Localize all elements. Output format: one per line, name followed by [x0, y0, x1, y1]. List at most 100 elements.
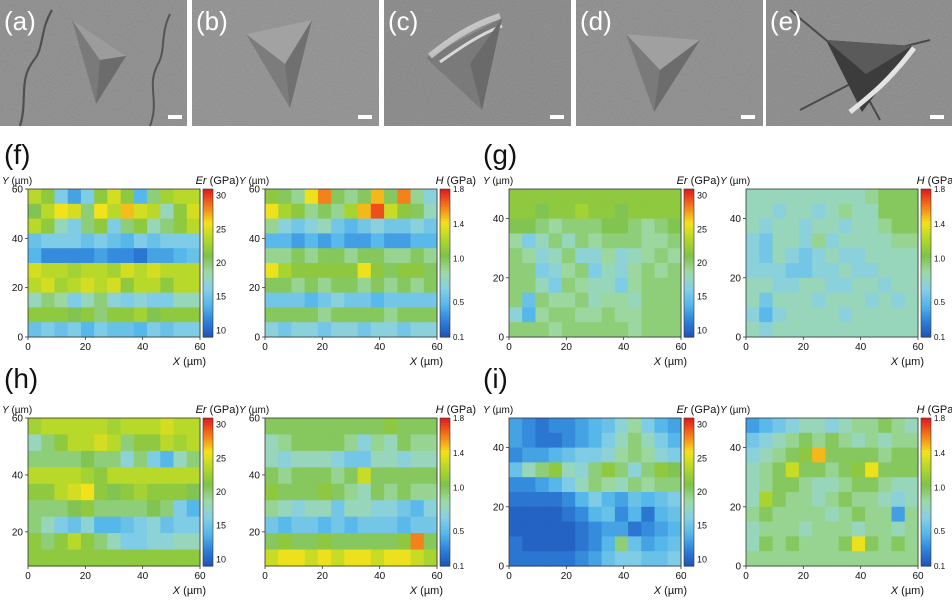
heatmap-cell [667, 322, 682, 338]
x-tick-label: 20 [561, 571, 573, 582]
colorbar-segment [921, 504, 931, 508]
heatmap-cell [667, 263, 682, 279]
colorbar-segment [203, 312, 213, 316]
heatmap-cell [80, 434, 95, 452]
colorbar-segment [684, 280, 694, 284]
x-tick-label: 20 [317, 571, 329, 582]
colorbar-segment [921, 482, 931, 486]
colorbar-segment [921, 536, 931, 540]
colorbar-segment [684, 282, 694, 286]
heatmap-cell [759, 248, 774, 264]
heatmap-cell [535, 218, 550, 234]
heatmap-cell [370, 189, 385, 205]
heatmap-cell [759, 233, 774, 249]
heatmap-cell [28, 533, 42, 551]
heatmap-cell [535, 551, 550, 567]
colorbar-segment [684, 285, 694, 289]
heatmap-cell [357, 516, 372, 534]
heatmap-cell [641, 492, 656, 508]
heatmap-cell [133, 467, 148, 485]
heatmap-cell [838, 322, 853, 338]
heatmap-cell [891, 506, 906, 523]
colorbar-frame [920, 417, 932, 567]
heatmap-cell [107, 483, 122, 501]
colorbar-segment [684, 499, 694, 503]
heatmap-cell [812, 447, 826, 463]
heatmap-cell [614, 307, 629, 323]
colorbar-var: Er [677, 175, 689, 187]
heatmap-cell [120, 434, 135, 452]
heatmap-cell [186, 292, 201, 308]
heatmap-cell [561, 203, 576, 220]
colorbar-segment [203, 422, 213, 426]
heatmap-cell [561, 492, 576, 508]
colorbar-segment [440, 312, 450, 316]
heatmap-cell [904, 462, 919, 478]
heatmap-cell [28, 516, 42, 534]
heatmap-cell [265, 450, 279, 468]
colorbar-segment [203, 459, 213, 463]
x-tick-label: 40 [374, 571, 386, 582]
colorbar-segment [684, 546, 694, 550]
heatmap-cell [133, 307, 148, 323]
colorbar-segment [440, 213, 450, 217]
heatmap-cell [891, 418, 906, 434]
heatmap-cell [160, 307, 175, 323]
heatmap-cell [746, 521, 760, 537]
heatmap-cell [41, 307, 56, 323]
colorbar-segment [921, 472, 931, 476]
heatmap-cell [588, 551, 603, 567]
y-tick-label: 20 [493, 502, 505, 513]
heatmap-cell [410, 516, 425, 534]
colorbar-segment [440, 474, 450, 478]
colorbar-segment [203, 494, 213, 498]
colorbar-tick-label: 25 [697, 453, 707, 463]
y-tick-label: 40 [249, 470, 261, 481]
heatmap-cell [575, 477, 589, 493]
heatmap-cell [423, 189, 438, 205]
colorbar-segment [921, 230, 931, 234]
colorbar-segment [440, 290, 450, 294]
x-axis-var: X [890, 585, 899, 597]
colorbar-tick-label: 30 [697, 191, 707, 201]
colorbar-segment [203, 435, 213, 439]
heatmap-cell [904, 189, 919, 205]
colorbar-segment [203, 511, 213, 515]
heatmap-cell [120, 450, 135, 468]
colorbar-segment [684, 516, 694, 520]
heatmap-cell [548, 447, 563, 463]
colorbar-frame [439, 188, 451, 338]
colorbar-unit: (GPa) [688, 404, 720, 416]
colorbar-segment [921, 455, 931, 459]
colorbar-segment [203, 442, 213, 446]
y-tick-label: 60 [249, 185, 261, 196]
heatmap-cell [548, 248, 563, 264]
heatmap-cell [865, 506, 879, 523]
heatmap-cell [785, 432, 800, 449]
plot-frame [745, 417, 919, 567]
heatmap-cell [120, 500, 135, 518]
heatmap-cell [865, 277, 879, 294]
sem-panel-c: (c) [384, 0, 571, 126]
colorbar-segment [440, 240, 450, 244]
colorbar-segment [921, 258, 931, 262]
heatmap-cell [173, 248, 188, 264]
heatmap-cell [851, 506, 866, 523]
heatmap-cell [614, 462, 629, 478]
colorbar-segment [921, 201, 931, 205]
heatmap-cell [772, 432, 787, 449]
colorbar-segment [684, 223, 694, 227]
heatmap-cell [94, 218, 108, 234]
heatmap-cell [94, 483, 108, 501]
colorbar-segment [921, 467, 931, 471]
colorbar-segment [203, 218, 213, 222]
heatmap-cell [548, 492, 563, 508]
colorbar-segment [203, 297, 213, 301]
heatmap-cell [186, 233, 201, 249]
heatmap-cell [397, 483, 412, 501]
heatmap-cell [838, 418, 853, 434]
colorbar-segment [684, 450, 694, 454]
colorbar-segment [203, 223, 213, 227]
heatmap-cell [186, 500, 201, 518]
